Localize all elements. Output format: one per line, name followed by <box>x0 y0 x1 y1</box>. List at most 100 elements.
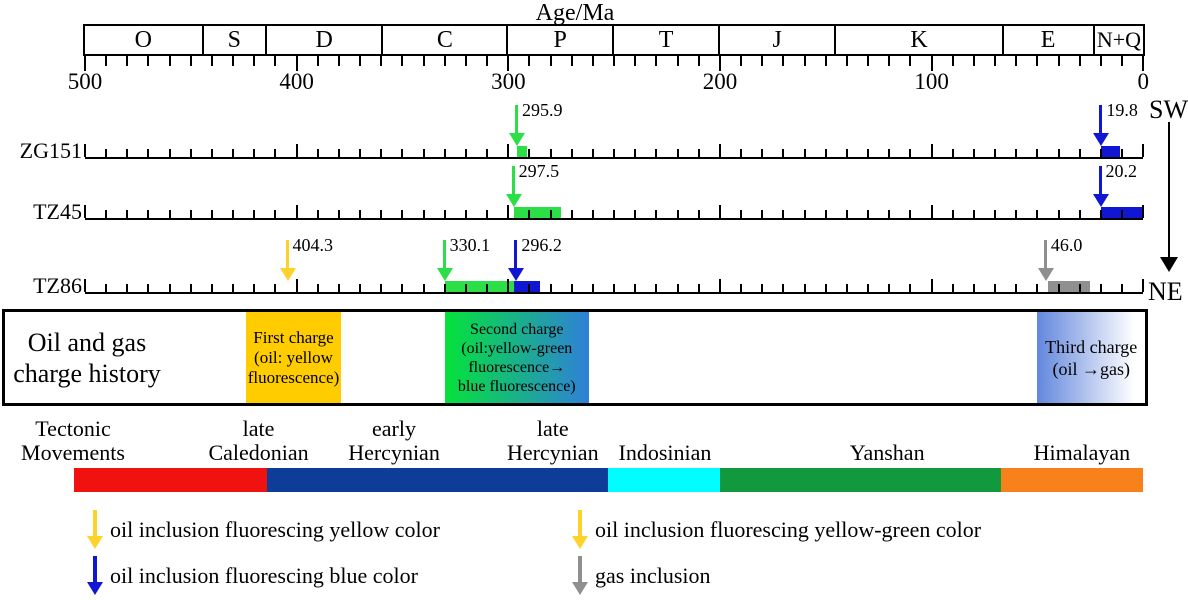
track-tick <box>253 284 256 292</box>
track-tick <box>126 149 129 157</box>
track-tick <box>570 210 573 218</box>
period-cell-P: P <box>508 26 615 54</box>
axis-tick <box>84 56 86 71</box>
track-tick <box>1078 210 1081 218</box>
ne-label: NE <box>1148 277 1183 306</box>
track-tick <box>105 210 108 218</box>
track-tick <box>168 210 171 218</box>
track-tick <box>147 210 150 218</box>
track-tick <box>888 284 891 292</box>
arrow-head <box>1037 268 1054 281</box>
event-age-label: 297.5 <box>518 161 560 181</box>
axis-tick <box>761 56 764 66</box>
axis-tick <box>888 56 891 66</box>
track-tick <box>718 205 721 218</box>
tectonic-label-hercynian: late Hercynian <box>507 417 599 465</box>
track-tick <box>676 210 679 218</box>
tectonic-label-himalayan: Himalayan <box>1034 441 1131 465</box>
track-tick <box>676 149 679 157</box>
charge-history-box: Oil and gas charge history First charge(… <box>2 309 1148 406</box>
track-tick <box>824 284 827 292</box>
track-tick <box>232 284 235 292</box>
well-track-line <box>85 157 1144 159</box>
period-cell-O: O <box>85 26 204 54</box>
track-tick <box>84 279 86 292</box>
track-tick <box>570 149 573 157</box>
track-tick <box>824 210 827 218</box>
tectonic-segment-hercynian <box>267 468 608 492</box>
period-cell-T: T <box>614 26 720 54</box>
charge-history-row-label: Oil and gas charge history <box>9 312 165 403</box>
track-tick <box>189 149 192 157</box>
charge-phase-text-line: (oil: yellow <box>254 347 333 367</box>
track-tick <box>613 149 616 157</box>
arrow-shaft <box>1043 240 1047 269</box>
arrow-head <box>572 536 588 549</box>
axis-tick <box>782 56 785 66</box>
track-tick <box>507 205 510 218</box>
legend-text: oil inclusion fluorescing yellow-green c… <box>595 517 982 542</box>
axis-tick <box>676 56 679 66</box>
track-tick <box>1099 149 1102 157</box>
track-tick <box>1036 210 1039 218</box>
track-tick <box>486 210 489 218</box>
track-tick <box>1036 284 1039 292</box>
track-tick <box>316 210 319 218</box>
track-tick <box>380 210 383 218</box>
axis-tick <box>613 56 616 66</box>
axis-tick <box>845 56 848 66</box>
track-tick <box>274 149 277 157</box>
track-tick <box>464 149 467 157</box>
axis-tick <box>824 56 827 66</box>
track-tick <box>951 284 954 292</box>
track-tick <box>464 284 467 292</box>
axis-tick <box>507 56 510 71</box>
track-tick <box>782 284 785 292</box>
axis-tick <box>994 56 997 66</box>
track-tick <box>1057 284 1060 292</box>
axis-tick-label: 500 <box>67 69 103 94</box>
track-tick <box>1121 284 1124 292</box>
axis-tick <box>591 56 594 66</box>
tectonic-row-label-line1: Tectonic <box>35 416 111 441</box>
axis-tick <box>803 56 806 66</box>
track-tick <box>1142 279 1145 292</box>
axis-tick <box>422 56 425 66</box>
axis-tick <box>253 56 256 66</box>
track-tick <box>147 284 150 292</box>
track-tick <box>232 149 235 157</box>
sw-label: SW <box>1149 95 1188 124</box>
axis-tick <box>697 56 700 66</box>
track-tick <box>994 210 997 218</box>
track-tick <box>1099 210 1102 218</box>
arrow-shaft <box>514 240 518 269</box>
arrow-head <box>87 536 103 549</box>
arrow-shaft <box>514 105 518 134</box>
arrow-shaft <box>93 556 97 583</box>
track-tick <box>401 284 404 292</box>
well-name-ZG151: ZG151 <box>19 138 82 163</box>
tectonic-label-line: late <box>536 416 569 441</box>
track-tick <box>359 284 362 292</box>
track-tick <box>316 284 319 292</box>
track-tick <box>380 284 383 292</box>
charge-phase-text-line: fluorescence→ <box>468 358 566 376</box>
track-tick <box>994 284 997 292</box>
axis-tick <box>1036 56 1039 66</box>
charge-phase-text-line: fluorescence) <box>247 367 340 387</box>
track-tick <box>740 284 743 292</box>
tectonic-row-label-line2: Movements <box>21 440 125 465</box>
track-tick <box>845 210 848 218</box>
track-tick <box>210 149 213 157</box>
track-tick <box>528 149 531 157</box>
track-tick <box>359 210 362 218</box>
axis-tick <box>1057 56 1060 66</box>
track-tick <box>930 279 933 292</box>
track-tick <box>1099 284 1102 292</box>
axis-tick <box>1142 56 1145 71</box>
track-tick <box>655 284 658 292</box>
track-tick <box>591 284 594 292</box>
axis-tick <box>210 56 213 66</box>
track-tick <box>549 284 552 292</box>
axis-tick <box>464 56 467 66</box>
